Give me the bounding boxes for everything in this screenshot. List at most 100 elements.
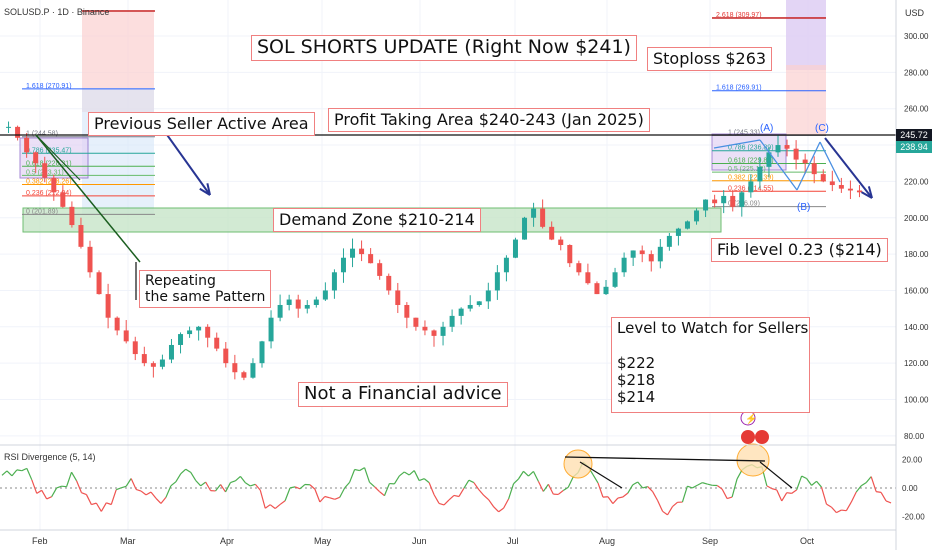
wave-label: (A) (760, 123, 773, 134)
rsi-segment (289, 486, 296, 489)
candle-body (739, 192, 745, 207)
rsi-segment (528, 470, 534, 477)
time-tick: May (314, 536, 332, 546)
price-tick: 280.00 (904, 68, 929, 77)
candle-body (78, 225, 84, 247)
candle-body (132, 341, 138, 355)
rsi-segment (820, 486, 828, 505)
wave-segment (819, 141, 841, 183)
rsi-segment (180, 468, 187, 475)
candle-body (304, 304, 310, 309)
candle-body (666, 235, 672, 247)
rsi-segment (876, 491, 882, 493)
wave-segment (796, 141, 821, 191)
rsi-segment (537, 481, 544, 492)
candle-body (359, 248, 365, 255)
title-annotation: SOL SHORTS UPDATE (Right Now $241) (251, 35, 637, 61)
fib-left-label: 0 (201.89) (26, 208, 58, 215)
rsi-segment (56, 485, 62, 489)
rsi-segment (264, 504, 271, 509)
candle-body (413, 317, 419, 327)
rsi-divergence-line (564, 456, 766, 462)
rsi-segment (860, 482, 867, 487)
candle-body (377, 263, 383, 276)
rsi-segment (75, 480, 83, 493)
candle-body (168, 344, 174, 360)
rsi-segment (195, 480, 202, 487)
flag-icon (741, 430, 755, 444)
candle-body (639, 250, 645, 255)
rsi-segment (513, 478, 519, 485)
candle-body (494, 272, 500, 291)
candle-body (214, 337, 220, 349)
rsi-tick: 0.00 (902, 484, 918, 493)
rsi-segment (279, 500, 286, 505)
rsi-segment (121, 485, 127, 489)
candle-body (33, 152, 39, 164)
right-upper-zone (786, 0, 826, 70)
rsi-projection-left (579, 461, 623, 489)
fib-right-label: 0.786 (236.89) (728, 145, 774, 152)
rsi-segment (622, 492, 629, 498)
rsi-segment (463, 479, 470, 489)
candle-body (141, 354, 147, 364)
price-tick: 200.00 (904, 214, 929, 223)
time-tick: Apr (220, 536, 234, 546)
fib-left-label: 1 (244.58) (26, 131, 58, 138)
rsi-segment (205, 481, 212, 491)
right-arrow (824, 137, 873, 199)
rsi-segment (707, 483, 713, 486)
rsi-segment (11, 469, 18, 477)
candle-body (657, 246, 663, 262)
time-tick: Mar (120, 536, 136, 546)
rsi-segment (130, 478, 137, 490)
left-trend-line (35, 134, 141, 263)
candle-body (449, 315, 455, 327)
rsi-segment (21, 467, 28, 472)
rsi-segment (617, 496, 623, 499)
candle-body (60, 192, 66, 207)
candle-body (757, 166, 763, 182)
rsi-segment (786, 492, 792, 494)
rsi-segment (383, 483, 390, 496)
rsi-segment (826, 503, 832, 508)
candle-body (223, 348, 229, 364)
rsi-segment (16, 469, 22, 472)
rsi-segment (259, 489, 266, 509)
candle-body (286, 299, 292, 305)
rsi-segment (165, 485, 172, 498)
fib-left-label: 1.618 (270.91) (26, 83, 72, 90)
lightning-glyph: ⚡ (745, 412, 757, 425)
fib-right-label: 2.618 (309.97) (716, 12, 762, 19)
rsi-segment (245, 482, 251, 487)
candle-body (422, 326, 428, 331)
rsi-segment (81, 492, 87, 496)
rsi-segment (453, 494, 460, 498)
rsi-segment (26, 468, 33, 481)
time-tick: Sep (702, 536, 718, 546)
rsi-segment (592, 474, 599, 484)
candle-body (847, 188, 853, 191)
rsi-segment (274, 503, 281, 509)
seller-arrow-head (206, 183, 211, 196)
rsi-segment (363, 467, 371, 483)
candle-body (512, 239, 518, 258)
candle-body (675, 228, 681, 236)
rsi-segment (294, 486, 301, 490)
rsi-segment (36, 489, 43, 494)
candles (6, 121, 862, 381)
rsi-segment (647, 486, 654, 492)
left-profit-zone (82, 88, 154, 214)
candle-body (684, 221, 690, 229)
rsi-segment (125, 478, 132, 487)
rsi-label: RSI Divergence (5, 14) (4, 452, 96, 462)
price-tick: 160.00 (904, 286, 929, 295)
candle-body (322, 290, 328, 300)
rsi-segment (731, 478, 738, 498)
rsi-segment (140, 490, 147, 496)
candle-body (621, 257, 627, 273)
price-tick: 140.00 (904, 323, 929, 332)
right-arrow-head (861, 191, 873, 199)
rsi-segment (791, 489, 798, 494)
